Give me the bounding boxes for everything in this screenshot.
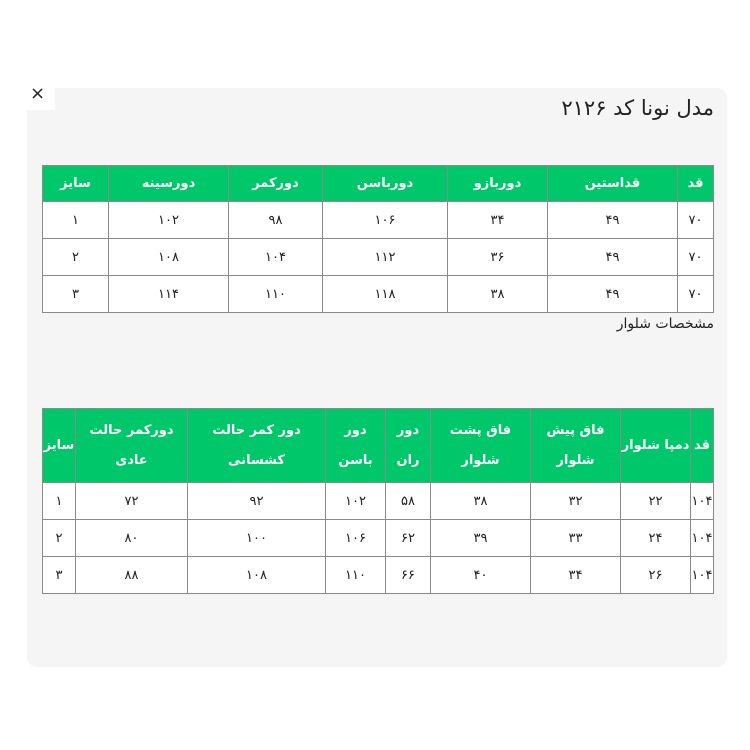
table-cell: ۳۲ (530, 482, 621, 520)
table-cell: ۱۱۸ (322, 275, 448, 313)
table-cell: ۲۶ (620, 556, 691, 594)
column-header: دمپا شلوار (620, 408, 691, 483)
column-header: قداستین (547, 165, 678, 202)
table-cell: ۲۲ (620, 482, 691, 520)
table-cell: ۵۸ (385, 482, 431, 520)
table-cell: ۴۹ (547, 201, 678, 239)
table-row: ۷۰ ۴۹ ۳۴ ۱۰۶ ۹۸ ۱۰۲ ۱ (42, 201, 714, 239)
table-cell: ۹۲ (187, 482, 326, 520)
table-cell: ۱۱۴ (108, 275, 229, 313)
column-header: دور کمر حالت کشسانی (187, 408, 326, 483)
pants-section-label: مشخصات شلوار (616, 316, 714, 332)
close-icon: × (29, 83, 46, 104)
column-header: دورسینه (108, 165, 229, 202)
table-cell: ۳۸ (430, 482, 531, 520)
table-cell: ۳ (42, 556, 76, 594)
table-cell: ۹۸ (228, 201, 323, 239)
table-cell: ۳۸ (447, 275, 548, 313)
table-cell: ۲ (42, 519, 76, 557)
table-cell: ۱۰۶ (322, 201, 448, 239)
table-cell: ۷۰ (677, 238, 714, 276)
table-row: ۷۰ ۴۹ ۳۸ ۱۱۸ ۱۱۰ ۱۱۴ ۳ (42, 275, 714, 313)
table-cell: ۱۰۸ (108, 238, 229, 276)
table-cell: ۳۹ (430, 519, 531, 557)
column-header: دورباسن (322, 165, 448, 202)
table-cell: ۲ (42, 238, 109, 276)
column-header: دوربازو (447, 165, 548, 202)
table-cell: ۱۰۲ (108, 201, 229, 239)
table-cell: ۱۰۴ (690, 556, 714, 594)
table-cell: ۶۶ (385, 556, 431, 594)
table-cell: ۱۰۴ (690, 482, 714, 520)
table-cell: ۱۱۰ (228, 275, 323, 313)
table-cell: ۷۰ (677, 275, 714, 313)
table-cell: ۱۰۴ (690, 519, 714, 557)
table-cell: ۳۶ (447, 238, 548, 276)
table-cell: ۷۰ (677, 201, 714, 239)
column-header: دور باسن (325, 408, 386, 483)
close-button[interactable]: × (20, 80, 55, 110)
table-cell: ۱ (42, 201, 109, 239)
table-cell: ۳۴ (530, 556, 621, 594)
table-cell: ۱۰۲ (325, 482, 386, 520)
table-cell: ۴۰ (430, 556, 531, 594)
table-cell: ۱۱۰ (325, 556, 386, 594)
table-header-row: قد قداستین دوربازو دورباسن دورکمر دورسینه سایز (42, 165, 714, 202)
page-title: مدل نونا کد ۲۱۲۶ (561, 96, 714, 120)
table-cell: ۷۲ (75, 482, 188, 520)
pants-size-table: قد دمپا شلوار فاق پیش شلوار فاق پشت شلوار دو… (42, 408, 714, 594)
column-header: قد (677, 165, 714, 202)
column-header: فاق پیش شلوار (530, 408, 621, 483)
table-row: ۱۰۴ ۲۴ ۳۳ ۳۹ ۶۲ ۱۰۶ ۱۰۰ ۸۰ ۲ (42, 519, 714, 557)
column-header: سایز (42, 408, 76, 483)
table-row: ۱۰۴ ۲۲ ۳۲ ۳۸ ۵۸ ۱۰۲ ۹۲ ۷۲ ۱ (42, 482, 714, 520)
shirt-size-table: قد قداستین دوربازو دورباسن دورکمر دورسینه سایز… (42, 165, 714, 313)
column-header: فاق پشت شلوار (430, 408, 531, 483)
table-cell: ۸۸ (75, 556, 188, 594)
table-cell: ۱۰۶ (325, 519, 386, 557)
table-cell: ۴۹ (547, 238, 678, 276)
column-header: دورکمر (228, 165, 323, 202)
table-cell: ۱۰۴ (228, 238, 323, 276)
table-cell: ۳۴ (447, 201, 548, 239)
column-header: دور ران (385, 408, 431, 483)
table-cell: ۳ (42, 275, 109, 313)
table-row: ۱۰۴ ۲۶ ۳۴ ۴۰ ۶۶ ۱۱۰ ۱۰۸ ۸۸ ۳ (42, 556, 714, 594)
table-cell: ۶۲ (385, 519, 431, 557)
column-header: سایز (42, 165, 109, 202)
column-header: دورکمر حالت عادی (75, 408, 188, 483)
table-cell: ۱۰۸ (187, 556, 326, 594)
table-row: ۷۰ ۴۹ ۳۶ ۱۱۲ ۱۰۴ ۱۰۸ ۲ (42, 238, 714, 276)
table-cell: ۸۰ (75, 519, 188, 557)
table-header-row: قد دمپا شلوار فاق پیش شلوار فاق پشت شلوار دو… (42, 408, 714, 483)
table-cell: ۱۱۲ (322, 238, 448, 276)
table-cell: ۴۹ (547, 275, 678, 313)
table-cell: ۱ (42, 482, 76, 520)
table-cell: ۳۳ (530, 519, 621, 557)
table-cell: ۱۰۰ (187, 519, 326, 557)
column-header: قد (690, 408, 714, 483)
table-cell: ۲۴ (620, 519, 691, 557)
